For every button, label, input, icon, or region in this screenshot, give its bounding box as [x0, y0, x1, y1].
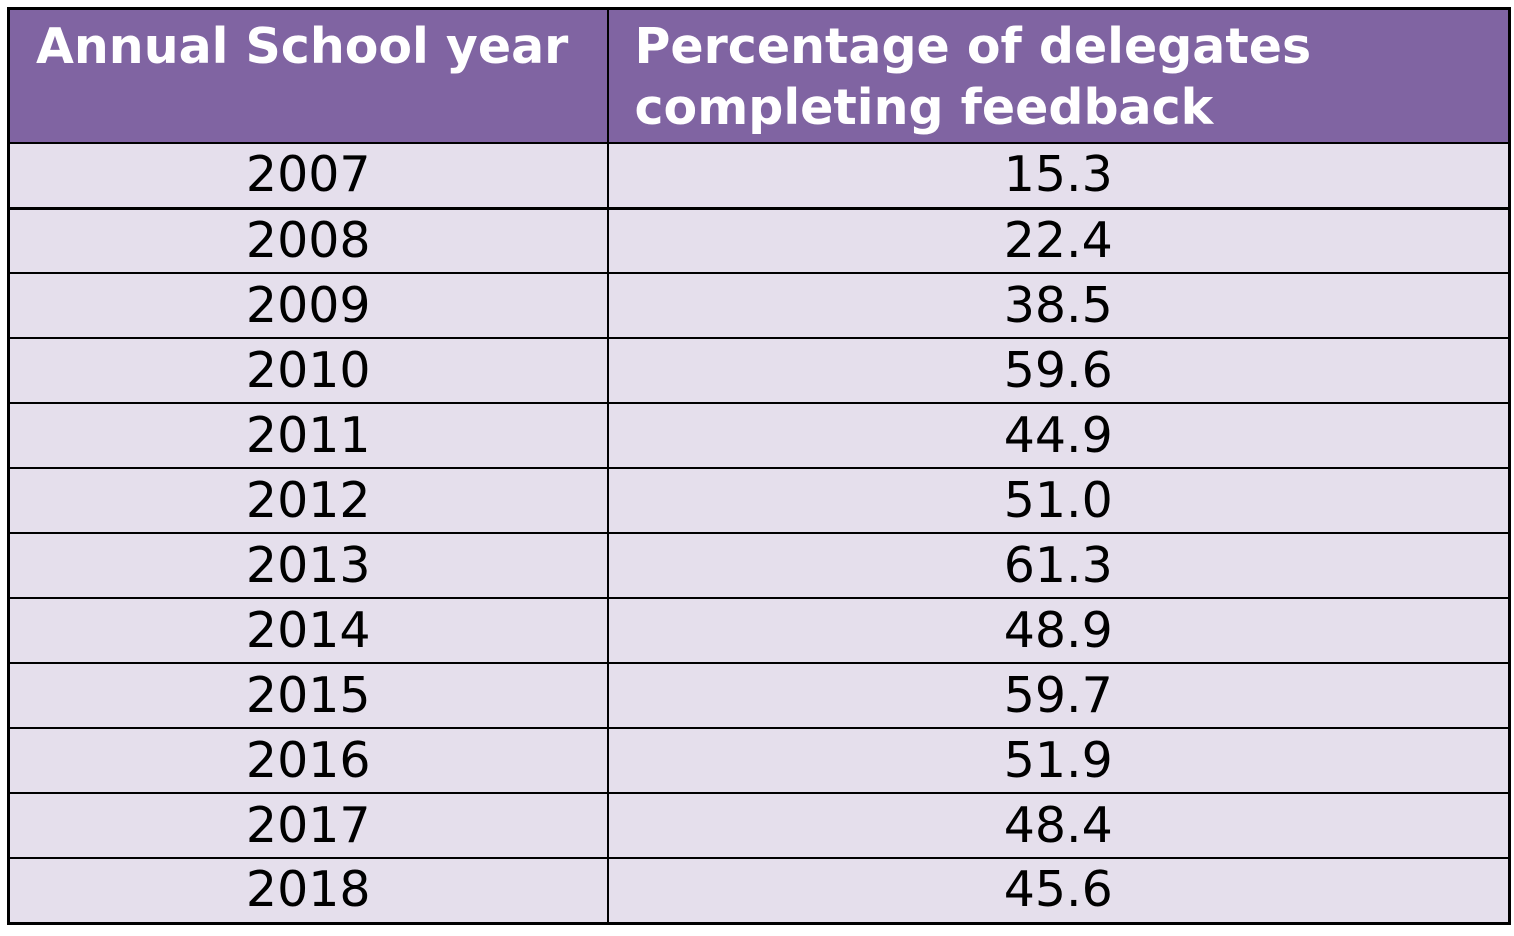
feedback-table: Annual School year Percentage of delegat…	[7, 7, 1511, 925]
table-row: 2010 59.6	[8, 338, 1511, 404]
table-row: 2013 61.3	[8, 533, 1511, 599]
table-row: 2018 45.6	[8, 858, 1511, 924]
cell-year: 2017	[8, 793, 609, 859]
cell-percentage: 45.6	[607, 858, 1511, 924]
header-row: Annual School year Percentage of delegat…	[8, 8, 1511, 144]
cell-year: 2014	[8, 598, 609, 664]
table-row: 2011 44.9	[8, 403, 1511, 469]
cell-percentage: 44.9	[607, 403, 1511, 469]
cell-year: 2016	[8, 728, 609, 794]
table-row: 2007 15.3	[8, 143, 1511, 210]
cell-year: 2009	[8, 273, 609, 339]
cell-percentage: 59.7	[607, 663, 1511, 729]
cell-year: 2012	[8, 468, 609, 534]
cell-percentage: 22.4	[607, 208, 1511, 274]
cell-percentage: 59.6	[607, 338, 1511, 404]
table-row: 2009 38.5	[8, 273, 1511, 339]
column-header-year: Annual School year	[8, 8, 609, 144]
cell-year: 2015	[8, 663, 609, 729]
table-header: Annual School year Percentage of delegat…	[8, 8, 1511, 144]
cell-percentage: 48.4	[607, 793, 1511, 859]
cell-percentage: 51.0	[607, 468, 1511, 534]
cell-year: 2013	[8, 533, 609, 599]
cell-year: 2011	[8, 403, 609, 469]
cell-year: 2008	[8, 208, 609, 274]
table-row: 2012 51.0	[8, 468, 1511, 534]
table-row: 2016 51.9	[8, 728, 1511, 794]
table-row: 2014 48.9	[8, 598, 1511, 664]
cell-percentage: 48.9	[607, 598, 1511, 664]
column-header-percentage: Percentage of delegates completing feedb…	[607, 8, 1511, 144]
cell-year: 2007	[8, 143, 609, 210]
cell-percentage: 15.3	[607, 143, 1511, 210]
cell-year: 2018	[8, 858, 609, 924]
table-row: 2017 48.4	[8, 793, 1511, 859]
cell-percentage: 51.9	[607, 728, 1511, 794]
cell-percentage: 38.5	[607, 273, 1511, 339]
table-row: 2015 59.7	[8, 663, 1511, 729]
table-row: 2008 22.4	[8, 208, 1511, 274]
table-body: 2007 15.3 2008 22.4 2009 38.5 2010 59.6 2011 44.9…	[8, 143, 1511, 924]
cell-percentage: 61.3	[607, 533, 1511, 599]
cell-year: 2010	[8, 338, 609, 404]
